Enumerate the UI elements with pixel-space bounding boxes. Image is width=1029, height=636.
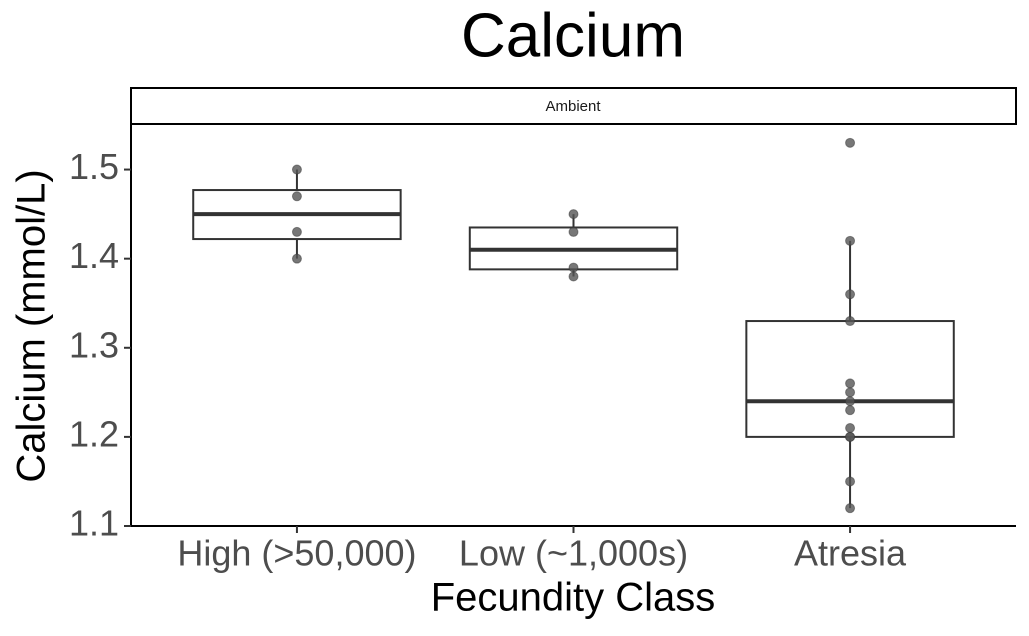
chart-title: Calcium bbox=[461, 1, 685, 70]
data-point bbox=[568, 226, 579, 237]
data-point bbox=[845, 387, 856, 398]
y-tick-label: 1.3 bbox=[69, 324, 119, 365]
data-point bbox=[845, 476, 856, 487]
data-point bbox=[291, 164, 302, 175]
panel-strip bbox=[130, 87, 1017, 125]
data-point bbox=[845, 405, 856, 416]
y-tick-label: 1.5 bbox=[69, 146, 119, 187]
data-point bbox=[568, 209, 579, 220]
data-point bbox=[845, 503, 856, 514]
data-point bbox=[845, 431, 856, 442]
x-axis-label: Fecundity Class bbox=[431, 576, 716, 620]
x-tick-label: High (>50,000) bbox=[177, 533, 416, 574]
data-point bbox=[845, 137, 856, 148]
data-point bbox=[291, 253, 302, 264]
data-point bbox=[291, 226, 302, 237]
y-tick-label: 1.2 bbox=[69, 413, 119, 454]
data-point bbox=[568, 271, 579, 282]
data-point bbox=[568, 262, 579, 273]
data-point bbox=[291, 191, 302, 202]
data-point bbox=[845, 378, 856, 389]
panel-label: Ambient bbox=[545, 98, 601, 115]
x-tick-label: Atresia bbox=[794, 533, 907, 574]
x-tick-label: Low (~1,000s) bbox=[459, 533, 688, 574]
y-tick-label: 1.4 bbox=[69, 235, 119, 276]
data-point bbox=[845, 235, 856, 246]
data-point bbox=[845, 289, 856, 300]
data-point bbox=[845, 422, 856, 433]
data-point bbox=[845, 316, 856, 327]
data-point bbox=[845, 396, 856, 407]
y-tick-label: 1.1 bbox=[69, 503, 119, 544]
y-axis-label: Calcium (mmol/L) bbox=[10, 169, 54, 482]
